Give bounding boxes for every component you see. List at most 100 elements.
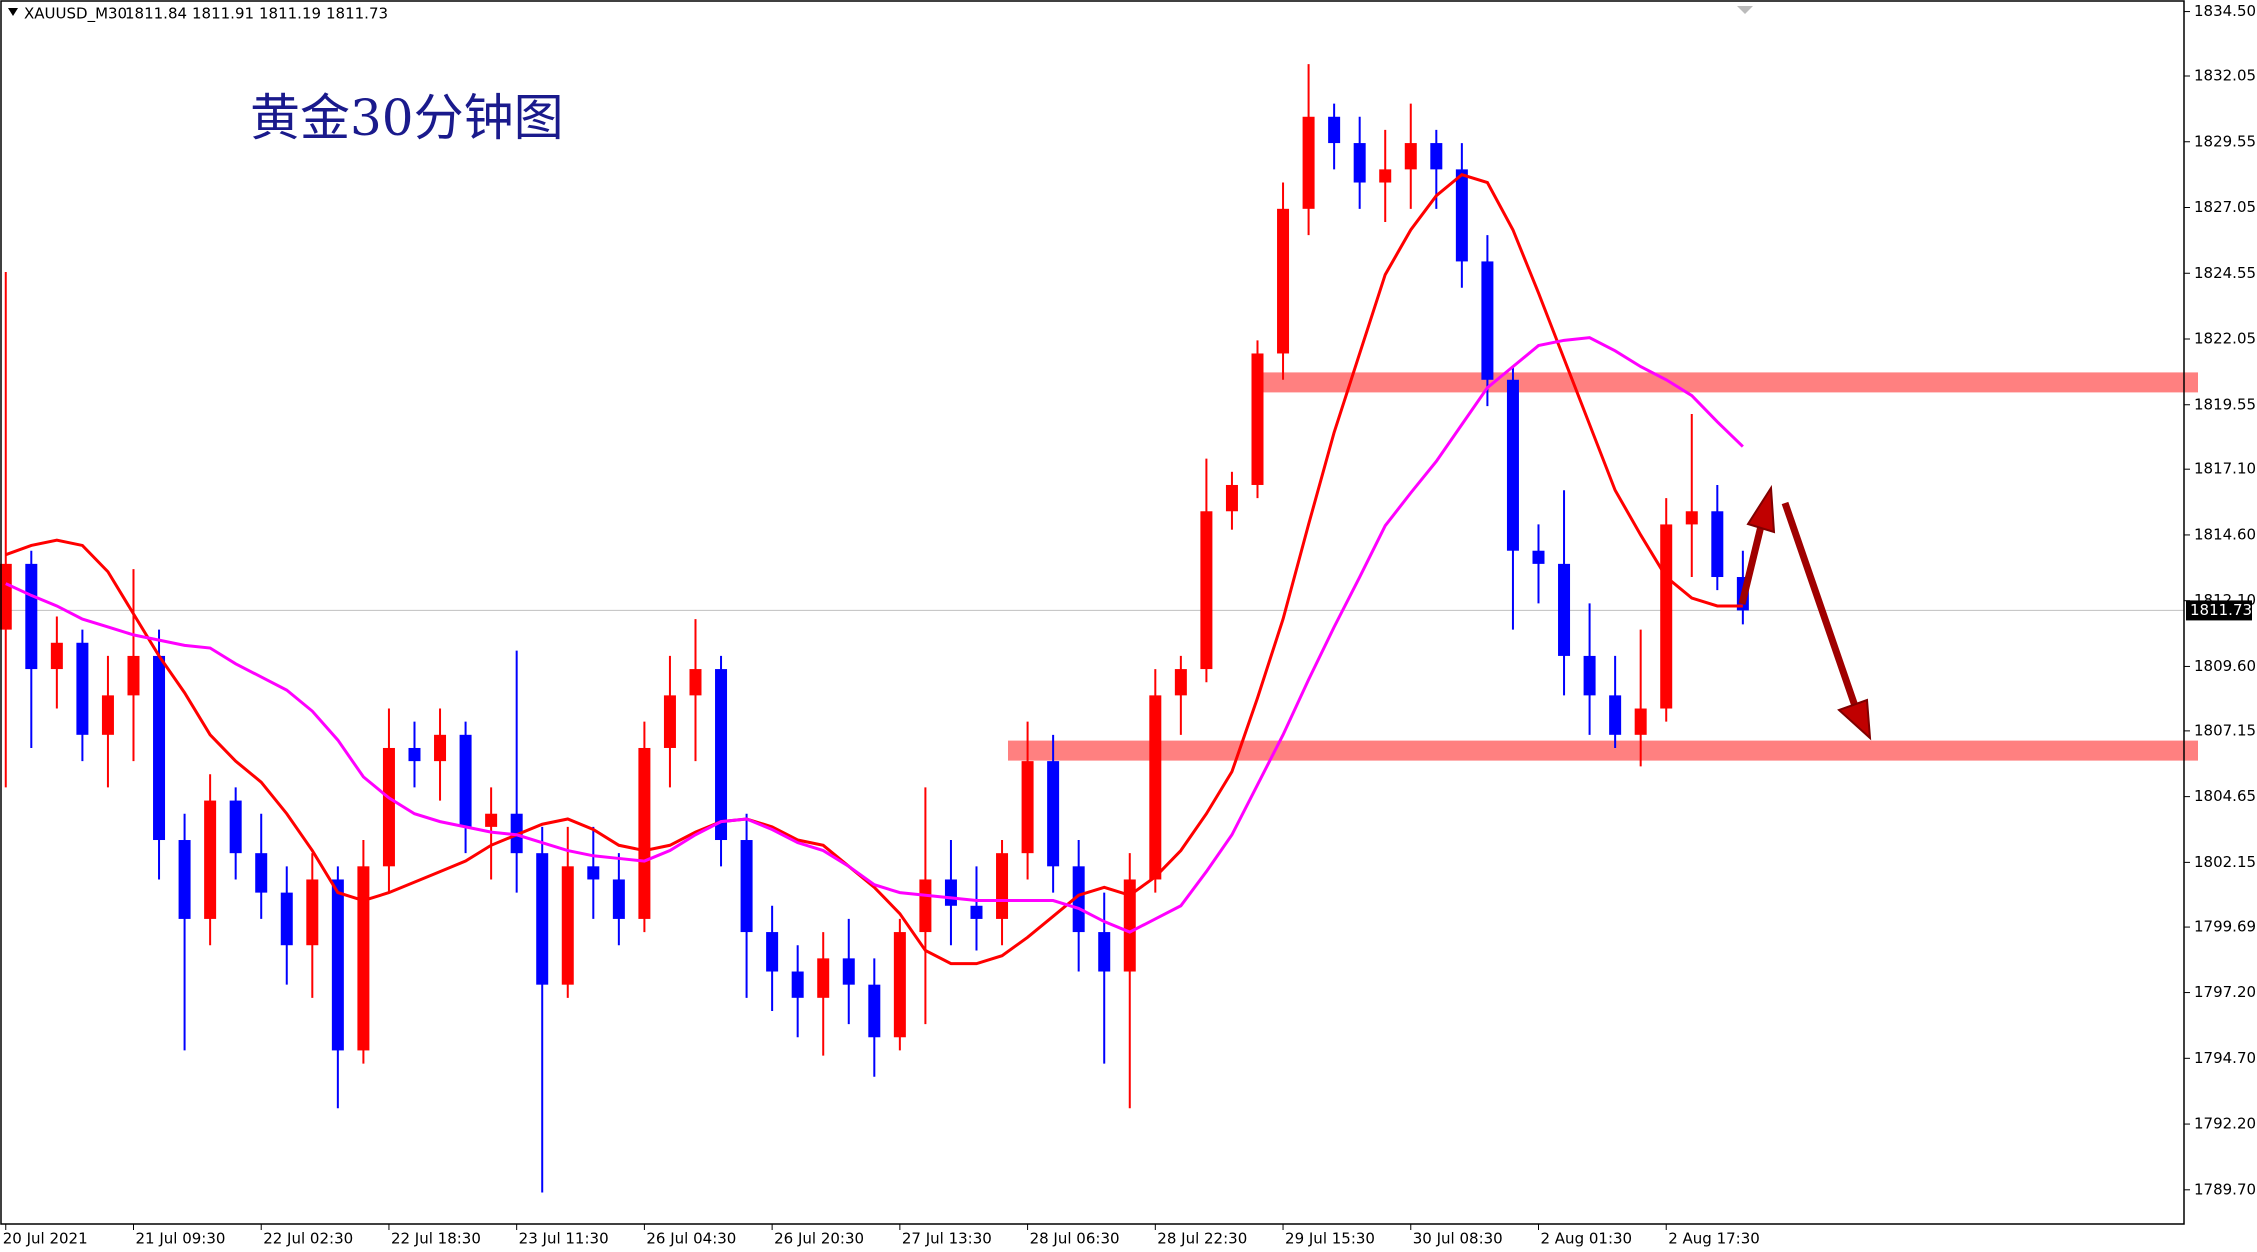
candle-body [1174, 669, 1187, 696]
candle-body [280, 892, 293, 946]
chart-title: 黄金30分钟图 [250, 89, 564, 147]
arrow-shaft [1781, 501, 1859, 708]
last-price-label: 1811.73 [2190, 601, 2252, 619]
candle-body [1123, 879, 1136, 972]
candle-body [1660, 524, 1673, 709]
y-tick-label: 1797.20 [2194, 983, 2256, 1001]
sr-zone [1008, 740, 2198, 761]
candle-body [817, 958, 830, 998]
candle-body [1302, 116, 1315, 209]
candle-body [1711, 511, 1724, 578]
y-tick-label: 1832.05 [2194, 67, 2256, 85]
candle-body [255, 853, 268, 893]
candle-body [1225, 484, 1238, 512]
candle-body [1379, 169, 1392, 183]
candle-body [919, 879, 932, 933]
candle-body [1200, 511, 1213, 670]
y-tick-label: 1819.55 [2194, 395, 2256, 413]
x-tick-label: 30 Jul 08:30 [1413, 1230, 1503, 1248]
y-tick-label: 1799.69 [2194, 918, 2256, 936]
candle-body [842, 958, 855, 985]
y-tick-label: 1789.70 [2194, 1180, 2256, 1198]
x-tick-label: 2 Aug 17:30 [1668, 1230, 1760, 1248]
candle-body [153, 655, 166, 841]
candle-body [868, 984, 881, 1038]
candle-body [1277, 208, 1290, 354]
candle-body [1685, 511, 1698, 525]
candle-body [331, 879, 344, 1051]
candle-body [127, 655, 140, 696]
candle-body [1634, 708, 1647, 735]
candle-body [1481, 261, 1494, 380]
y-tick-label: 1827.05 [2194, 198, 2256, 216]
candle-body [50, 642, 63, 670]
candle-body [663, 695, 676, 748]
arrow-down [1781, 501, 1872, 741]
candle-body [740, 840, 753, 933]
candle-body [229, 800, 242, 854]
header-value: 1811.84 [125, 5, 187, 23]
candle-body [204, 800, 217, 919]
x-tick-label: 26 Jul 20:30 [774, 1230, 864, 1248]
symbol: XAUUSD_M30 [24, 5, 127, 24]
candle-body [561, 866, 574, 985]
candle-body [1506, 379, 1519, 551]
candle-body [587, 866, 600, 880]
x-tick-label: 23 Jul 11:30 [519, 1230, 609, 1248]
last-price-box [2186, 600, 2252, 621]
candle-body [1251, 353, 1264, 485]
candle-body [459, 734, 472, 827]
x-tick-label: 20 Jul 2021 [3, 1230, 88, 1248]
candle-body [25, 563, 38, 670]
candle-body [408, 747, 421, 762]
plot-frame [0, 0, 2185, 1225]
candle-body [1404, 143, 1417, 170]
candle-body [101, 695, 114, 735]
x-tick-label: 26 Jul 04:30 [646, 1230, 736, 1248]
arrow-shaft [1738, 521, 1766, 605]
candle-body [1149, 695, 1162, 880]
candle-body [1455, 169, 1468, 262]
x-tick-label: 28 Jul 06:30 [1030, 1230, 1120, 1248]
candle-body [1021, 761, 1034, 854]
y-tick-label: 1809.60 [2194, 657, 2256, 675]
header-value: 1811.73 [326, 5, 388, 23]
x-tick-label: 22 Jul 02:30 [263, 1230, 353, 1248]
arrow-head [1837, 698, 1872, 741]
y-tick-label: 1822.05 [2194, 330, 2256, 348]
candle-body [434, 734, 447, 762]
y-tick-label: 1814.60 [2194, 525, 2256, 543]
y-tick-label: 1807.15 [2194, 721, 2256, 739]
candle-body [970, 905, 983, 919]
candle-body [1430, 143, 1443, 170]
y-tick-label: 1792.20 [2194, 1115, 2256, 1133]
x-tick-label: 21 Jul 09:30 [135, 1230, 225, 1248]
candle-body [689, 669, 702, 696]
scroll-marker [1737, 6, 1753, 14]
x-tick-label: 22 Jul 18:30 [391, 1230, 481, 1248]
y-tick-label: 1804.65 [2194, 787, 2256, 805]
candle-body [1047, 761, 1060, 867]
x-tick-label: 27 Jul 13:30 [902, 1230, 992, 1248]
candle-body [1328, 116, 1341, 144]
moving-average [5, 172, 1743, 966]
candle-body [76, 642, 89, 735]
header-marker [8, 8, 18, 16]
candle-body [1609, 695, 1622, 735]
candle-body [893, 932, 906, 1038]
y-tick-label: 1834.50 [2194, 2, 2256, 20]
candle-body [766, 932, 779, 972]
header-value: 1811.91 [192, 5, 254, 23]
candle-body [382, 747, 395, 867]
candle-body [791, 971, 804, 998]
candle-body [357, 866, 370, 1051]
candle-body [1558, 563, 1571, 656]
candle-body [306, 879, 319, 946]
axes: 1789.70 1792.20 1794.70 1797.20 1799.69 1802.… [3, 2, 2256, 1247]
x-tick-label: 28 Jul 22:30 [1157, 1230, 1247, 1248]
plot [0, 64, 2184, 1193]
candle-body [715, 669, 728, 841]
candle-body [1532, 550, 1545, 564]
